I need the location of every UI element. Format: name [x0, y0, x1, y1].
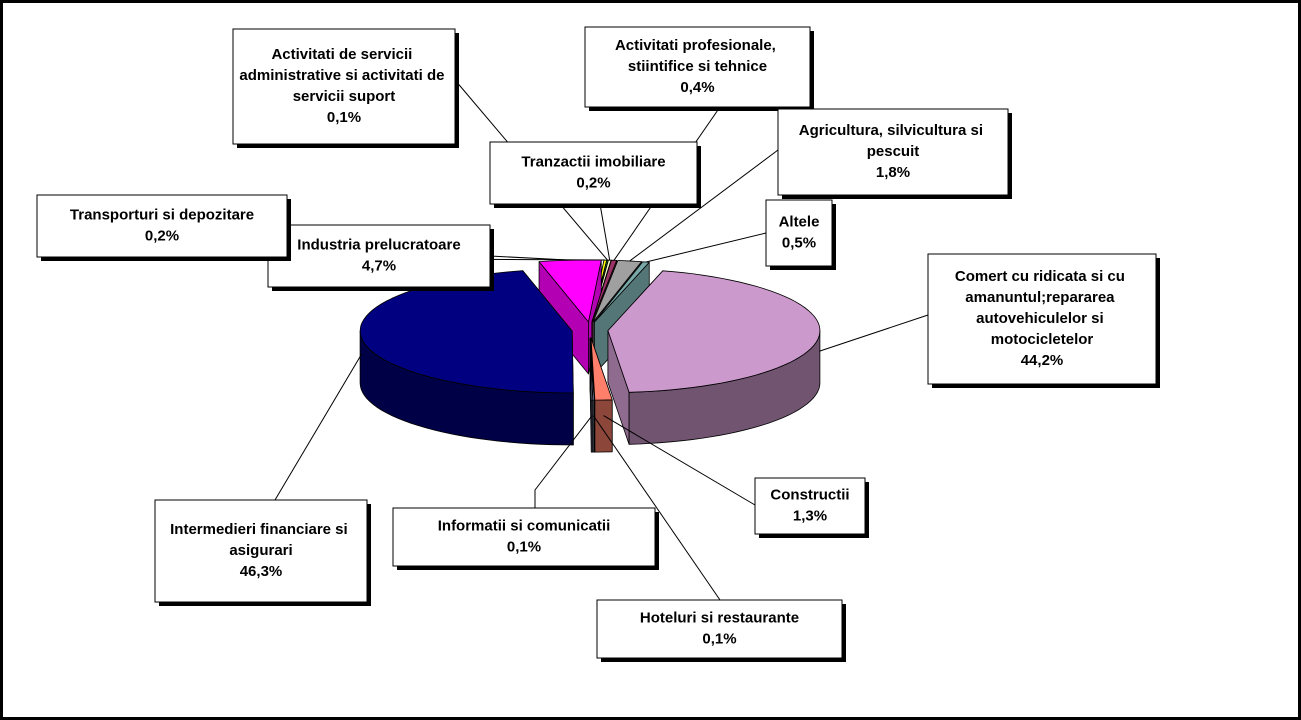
category-line: autovehiculelor si — [976, 310, 1108, 327]
value-label: 0,2% — [576, 174, 610, 191]
category-line: Transporturi si depozitare — [70, 206, 254, 223]
slice-side — [594, 399, 613, 453]
category-line: asigurari — [229, 542, 292, 559]
category-line: Altele — [779, 213, 820, 230]
slice-top — [591, 259, 618, 323]
category-line: Tranzactii imobiliare — [521, 153, 665, 170]
slice — [607, 270, 821, 445]
category-label: Hoteluri si restaurante — [640, 609, 799, 626]
category-line: Informatii si comunicatii — [438, 517, 611, 534]
category-line: amanuntul;repararea — [965, 289, 1118, 306]
label-box — [777, 108, 1009, 196]
category-line: stiintifice si tehnice — [628, 58, 767, 75]
value-label: 0,2% — [145, 227, 179, 244]
leader-line — [593, 415, 721, 601]
category-line: administrative si activitati de — [239, 67, 448, 84]
category-label: Intermedieri financiare si asigurari — [170, 521, 352, 559]
leader-line — [599, 203, 611, 261]
value-label: 0,1% — [327, 109, 361, 126]
category-line: Constructii — [770, 486, 849, 503]
slice-top — [593, 261, 650, 323]
category-label: Altele — [779, 213, 820, 230]
slice — [590, 337, 613, 453]
category-line: Activitati de servicii — [271, 46, 416, 63]
category-label: Agricultura, silvicultura si pescuit — [799, 122, 987, 160]
slice-top — [607, 270, 821, 393]
label-box — [489, 141, 698, 205]
leader-line — [819, 314, 929, 352]
category-label: Activitati de servicii administrative si… — [239, 46, 448, 105]
label-box — [392, 507, 656, 567]
value-label: 1,8% — [876, 164, 910, 181]
value-label: 0,1% — [702, 630, 736, 647]
label-box — [232, 28, 456, 145]
category-label: Comert cu ridicata si cu amanuntul;repar… — [955, 268, 1129, 348]
category-line: Industria prelucratoare — [297, 236, 460, 253]
category-line: servicii suport — [293, 88, 396, 105]
category-line: pescuit — [867, 143, 920, 160]
value-label: 0,1% — [507, 538, 541, 555]
category-line: Comert cu ridicata si cu — [955, 268, 1129, 285]
label-box — [754, 477, 866, 535]
leader-line — [645, 232, 767, 263]
label-box — [267, 224, 491, 288]
value-label: 0,5% — [782, 234, 816, 251]
slice — [589, 337, 594, 453]
category-label: Activitati profesionale, stiintifice si … — [615, 37, 780, 75]
slice-side — [590, 399, 594, 453]
label-box — [765, 199, 833, 267]
category-line: Hoteluri si restaurante — [640, 609, 799, 626]
category-line: Agricultura, silvicultura si — [799, 122, 987, 139]
leader-line — [274, 353, 363, 501]
category-line: Activitati profesionale, — [615, 37, 780, 54]
category-label: Industria prelucratoare — [297, 236, 460, 253]
leader-line — [629, 149, 779, 262]
category-label: Informatii si comunicatii — [438, 517, 611, 534]
pie — [359, 259, 821, 453]
value-label: 46,3% — [240, 563, 283, 580]
labels: Comert cu ridicata si cu amanuntul;repar… — [36, 26, 1160, 662]
value-label: 0,4% — [680, 79, 714, 96]
category-label: Tranzactii imobiliare — [521, 153, 665, 170]
category-label: Constructii — [770, 486, 849, 503]
value-label: 4,7% — [362, 257, 396, 274]
label-box — [927, 253, 1157, 385]
slice-top — [590, 337, 613, 401]
value-label: 44,2% — [1021, 352, 1064, 369]
leader-line — [534, 415, 593, 508]
slice-top — [589, 337, 594, 401]
category-line: motocicletelor — [991, 331, 1094, 348]
slice — [359, 270, 574, 446]
label-box — [36, 194, 288, 258]
slice-top — [592, 260, 642, 323]
label-box — [584, 26, 811, 108]
label-box — [154, 499, 368, 603]
leader-line — [603, 415, 756, 506]
label-box — [596, 599, 843, 659]
value-label: 1,3% — [793, 507, 827, 524]
category-line: Intermedieri financiare si — [170, 521, 352, 538]
category-label: Transporturi si depozitare — [70, 206, 254, 223]
